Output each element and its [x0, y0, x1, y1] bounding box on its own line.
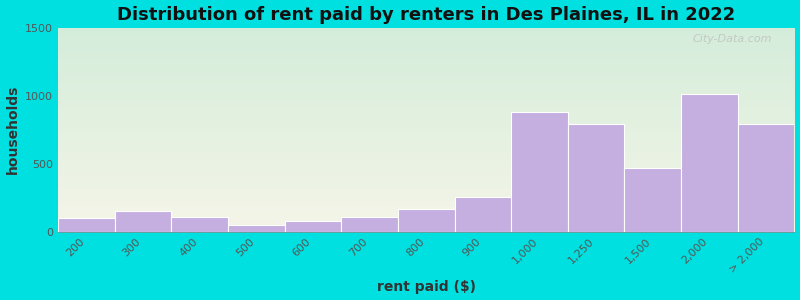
Bar [398, 209, 454, 232]
Bar [228, 225, 285, 232]
Bar [738, 124, 794, 232]
Bar [171, 217, 228, 232]
Bar [511, 112, 568, 232]
Bar [58, 218, 114, 232]
X-axis label: rent paid ($): rent paid ($) [377, 280, 476, 294]
Text: City-Data.com: City-Data.com [693, 34, 772, 44]
Bar [285, 221, 342, 232]
Title: Distribution of rent paid by renters in Des Plaines, IL in 2022: Distribution of rent paid by renters in … [117, 6, 735, 24]
Bar [114, 211, 171, 232]
Bar [681, 94, 738, 232]
Y-axis label: households: households [6, 85, 19, 174]
Bar [454, 197, 511, 232]
Bar [342, 217, 398, 232]
Bar [568, 124, 625, 232]
Bar [625, 168, 681, 232]
